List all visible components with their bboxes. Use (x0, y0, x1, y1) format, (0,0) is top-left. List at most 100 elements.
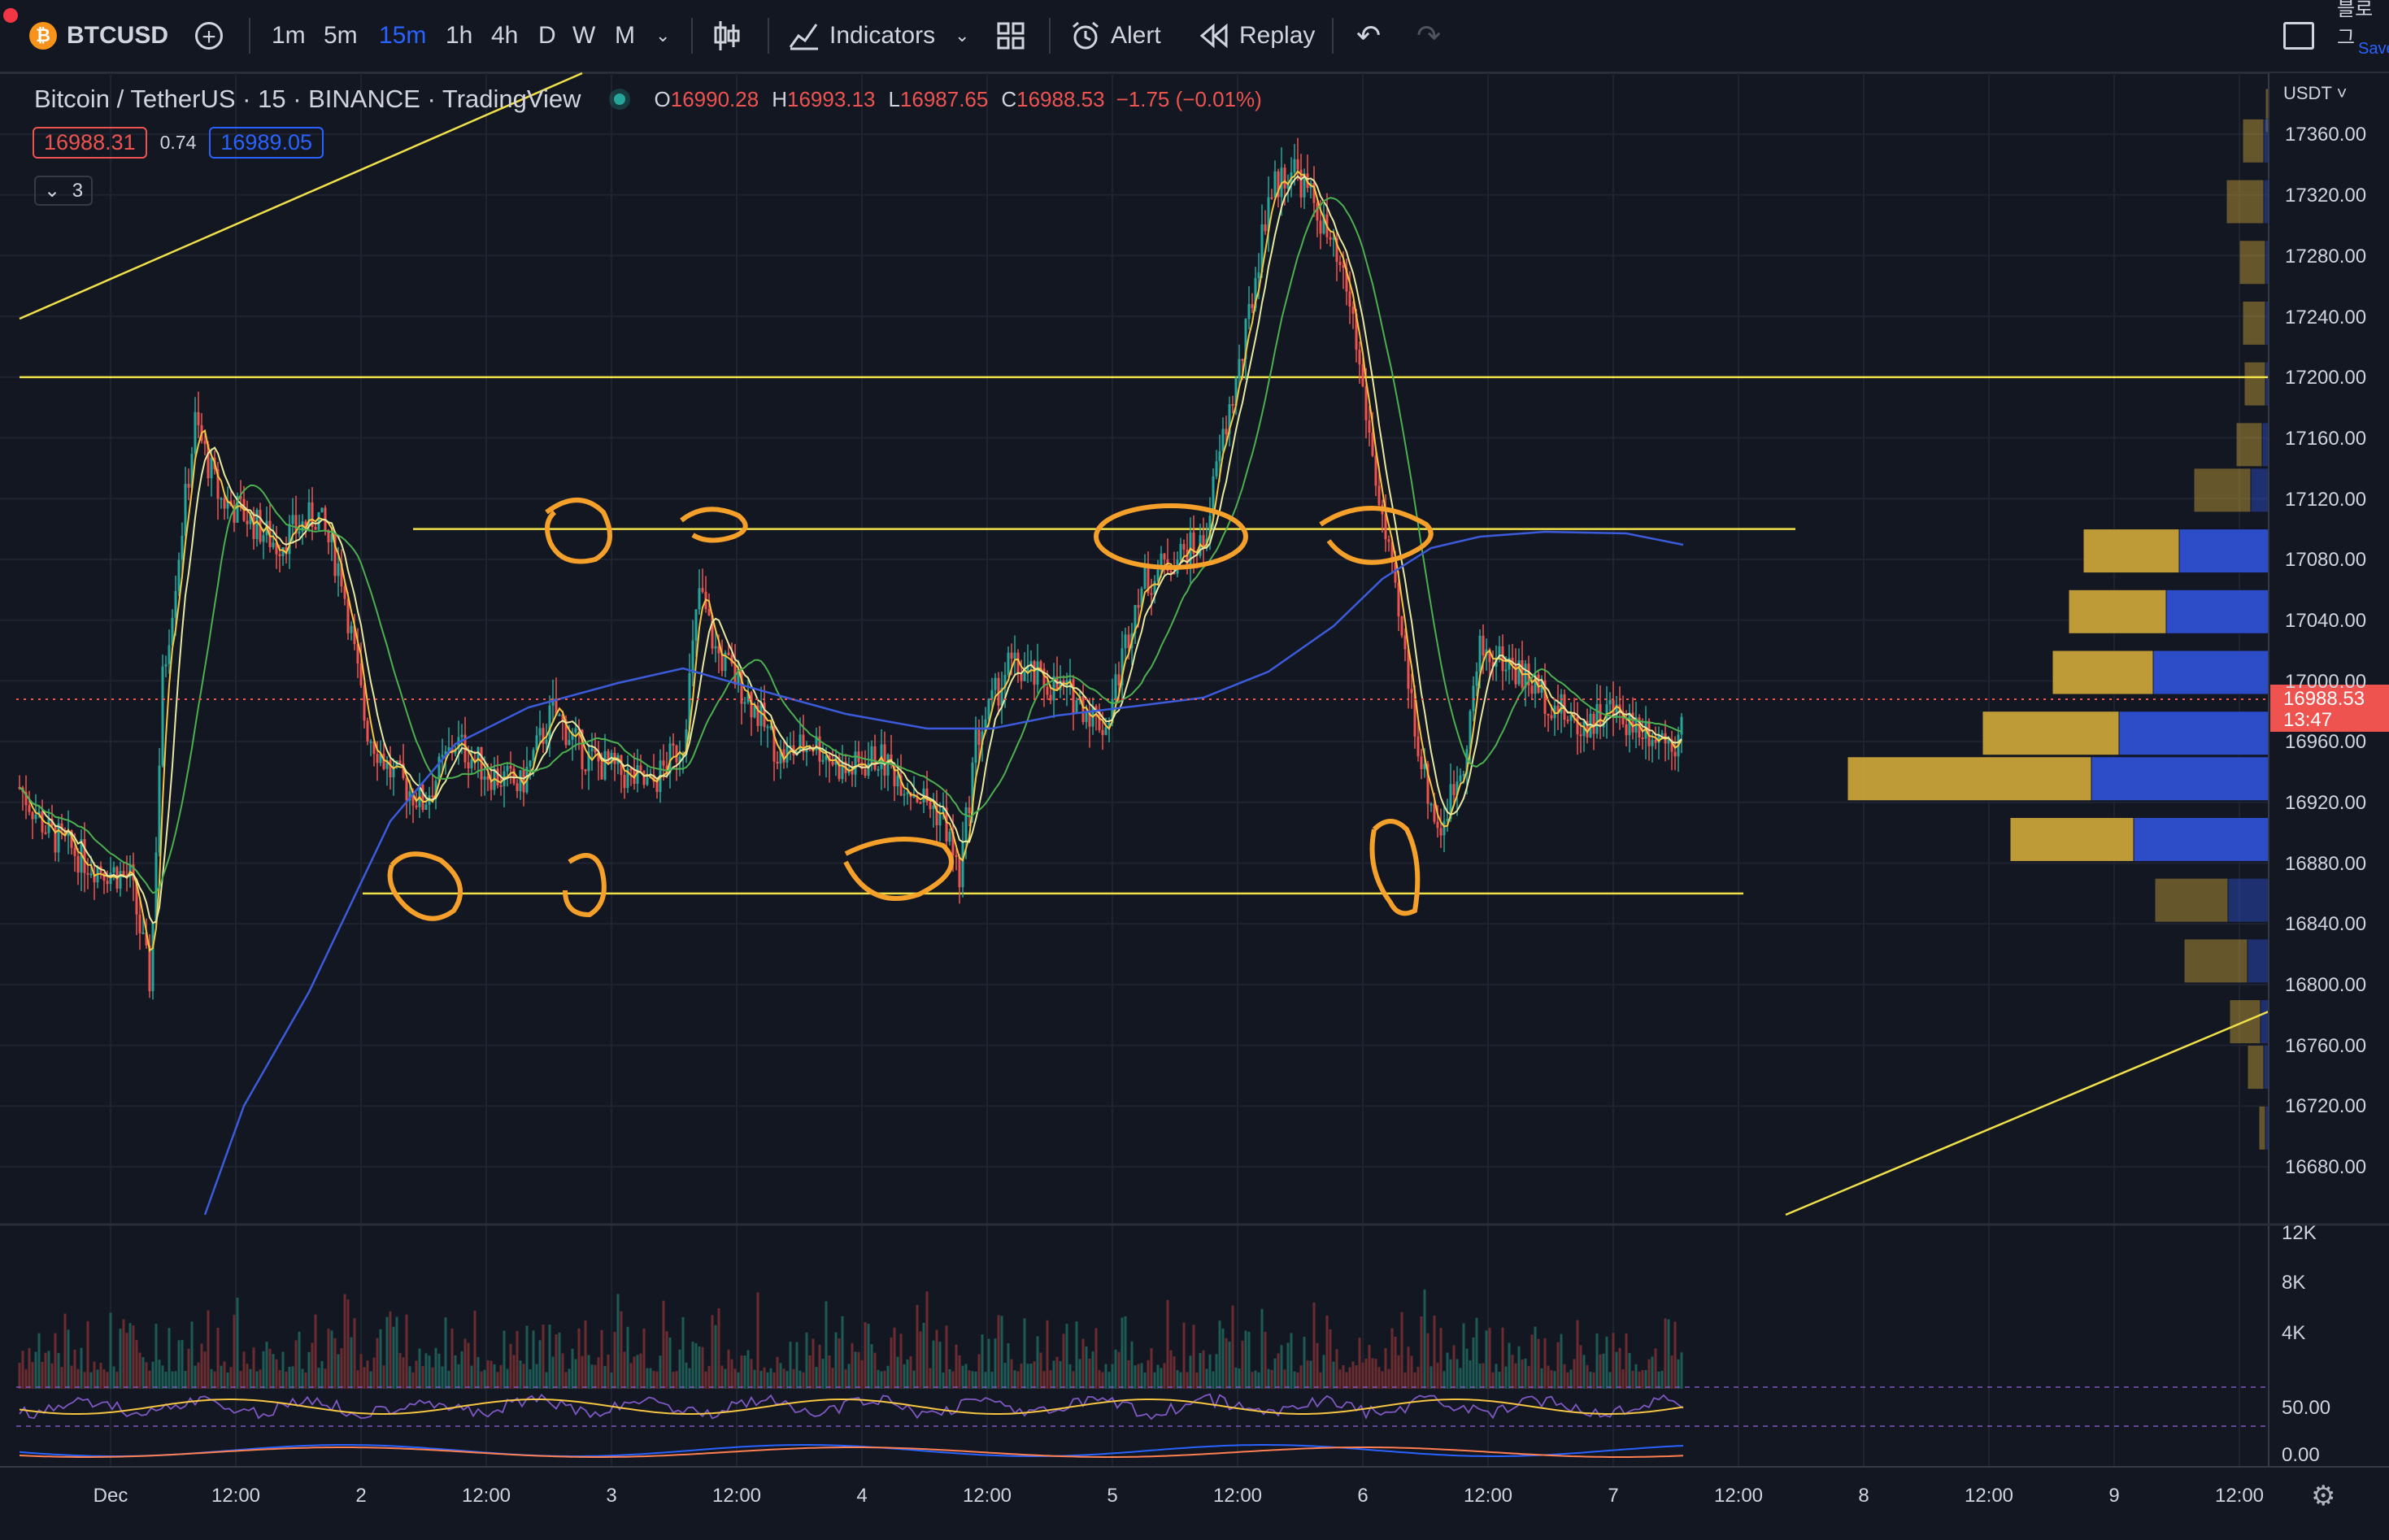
interval-4h[interactable]: 4h (491, 22, 519, 49)
volume-bar (294, 1340, 298, 1389)
volume-bar (1303, 1337, 1306, 1389)
candle-body (1088, 711, 1091, 727)
volume-bar (102, 1369, 106, 1389)
trendline-lower-right[interactable] (1785, 1010, 2269, 1216)
candle-body (1566, 720, 1569, 722)
volume-bar (447, 1370, 450, 1389)
candle-body (1225, 429, 1228, 435)
interval-dropdown-chevron-icon[interactable]: ⌄ (655, 25, 671, 46)
candle-body (1387, 539, 1390, 542)
blog-label[interactable]: 블로그 (2337, 0, 2374, 49)
candle-body (190, 454, 194, 488)
volume-bar (516, 1330, 519, 1389)
volume-bar (610, 1372, 613, 1389)
candle-body (942, 807, 945, 814)
undo-icon[interactable]: ↶ (1356, 19, 1382, 52)
price-label: 16760.00 (2285, 1035, 2367, 1057)
volume-bar (743, 1355, 746, 1389)
interval-15m[interactable]: 15m (379, 22, 427, 49)
interval-d[interactable]: D (538, 22, 556, 49)
candle-body (1182, 544, 1186, 550)
candle-body (340, 563, 343, 587)
volume-bar (265, 1342, 268, 1389)
candle-body (1208, 516, 1212, 539)
settings-gear-icon[interactable]: ⚙ (2311, 1481, 2336, 1512)
candle-body (1094, 706, 1098, 711)
save-label[interactable]: Save (2358, 39, 2389, 58)
volume-bar (1228, 1341, 1231, 1389)
volume-bar (1033, 1361, 1036, 1389)
volume-bar (1374, 1359, 1377, 1389)
symbol-title[interactable]: Bitcoin / TetherUS · 15 · BINANCE · Trad… (34, 85, 581, 113)
candle-body (1218, 450, 1221, 462)
volume-bar (343, 1294, 346, 1389)
candle-body (223, 498, 226, 509)
redo-icon[interactable]: ↷ (1416, 19, 1442, 52)
candle-body (951, 831, 955, 855)
candle-body (1264, 224, 1267, 232)
candle-body (730, 655, 733, 664)
volume-bar (1104, 1364, 1107, 1389)
volume-bar (1147, 1359, 1150, 1389)
candle-body (408, 791, 411, 801)
volume-bar (200, 1343, 203, 1389)
candle-body (1316, 202, 1319, 221)
ask-price-button[interactable]: 16989.05 (209, 127, 324, 159)
indicator-collapse-button[interactable]: ⌄ 3 (34, 176, 94, 206)
symbol-search-button[interactable]: ₿ BTCUSD (29, 0, 168, 72)
replay-button[interactable]: Replay (1200, 0, 1315, 72)
candle-body (1433, 803, 1436, 822)
candle-body (1508, 658, 1511, 670)
volume-bar (678, 1349, 681, 1389)
chart-canvas[interactable] (0, 72, 2389, 1540)
interval-1m[interactable]: 1m (272, 22, 306, 49)
alert-button[interactable]: Alert (1070, 0, 1161, 72)
interval-5m[interactable]: 5m (324, 22, 358, 49)
indicators-button[interactable]: Indicators (789, 0, 935, 72)
indicators-dropdown-chevron-icon[interactable]: ⌄ (955, 25, 970, 46)
candle-body (782, 749, 785, 763)
volume-bar (337, 1354, 340, 1389)
volume-bar (1397, 1355, 1400, 1389)
volume-bar (1410, 1355, 1413, 1389)
candle-body (678, 756, 681, 763)
volume-profile-down-bar (2118, 711, 2269, 756)
layout-button[interactable] (997, 0, 1025, 72)
volume-bar (851, 1342, 854, 1389)
candle-body (76, 855, 80, 873)
interval-m[interactable]: M (615, 22, 635, 49)
candle-body (623, 774, 626, 789)
candle-body (1426, 763, 1429, 804)
volume-bar (899, 1333, 903, 1389)
price-label: 16800.00 (2285, 974, 2367, 996)
interval-1h[interactable]: 1h (446, 22, 473, 49)
volume-bar (1384, 1348, 1387, 1389)
fullscreen-button[interactable] (2283, 0, 2314, 72)
candle-body (135, 880, 138, 915)
compare-symbol-button[interactable]: + (195, 0, 223, 72)
volume-bar (1628, 1353, 1631, 1389)
candle-body (750, 692, 753, 718)
trendline-upper-left[interactable] (19, 72, 583, 320)
volume-bar (148, 1370, 151, 1389)
volume-bar (1257, 1372, 1260, 1389)
interval-w[interactable]: W (572, 22, 596, 49)
volume-bar (1540, 1368, 1543, 1389)
candle-body (93, 873, 96, 883)
candle-body (483, 776, 486, 780)
volume-profile-up-bar (2009, 816, 2134, 862)
volume-bar (1667, 1319, 1670, 1389)
bid-price-button[interactable]: 16988.31 (33, 127, 147, 159)
price-label: 17360.00 (2285, 124, 2367, 146)
candle-style-button[interactable] (712, 0, 742, 72)
volume-bar (1000, 1316, 1003, 1389)
candle-body (1007, 652, 1010, 675)
candle-body (1449, 784, 1452, 820)
volume-bar (1381, 1371, 1384, 1389)
volume-bar (1195, 1372, 1199, 1389)
annotation-circle (843, 837, 954, 901)
candle-body (1010, 652, 1013, 659)
volume-bar (1290, 1333, 1293, 1389)
currency-selector[interactable]: USDT ˅ (2283, 83, 2347, 104)
candle-body (971, 762, 974, 814)
